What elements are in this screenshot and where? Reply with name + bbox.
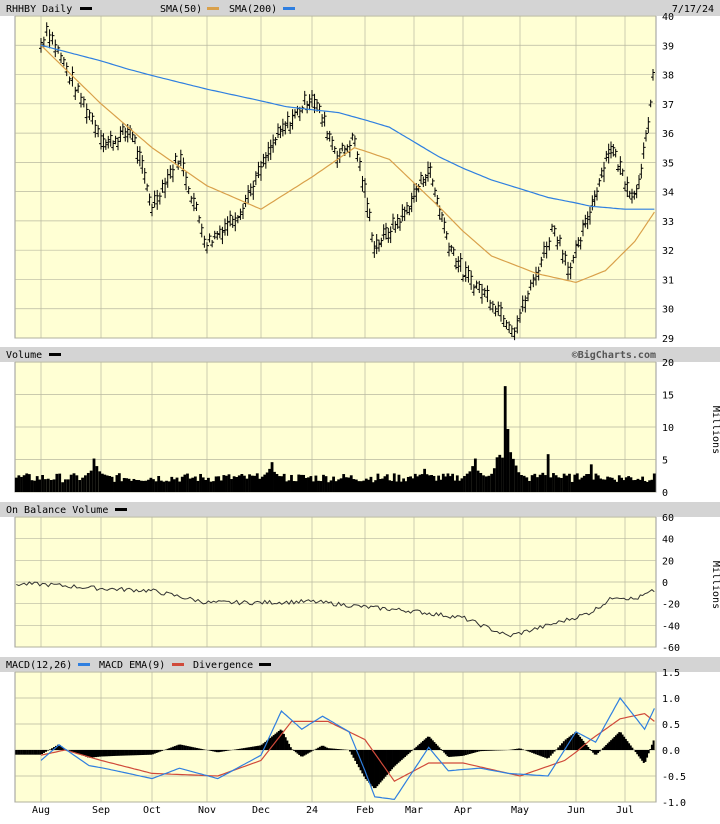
y-tick-label: 39 [662, 41, 674, 52]
grid-layer [15, 15, 656, 803]
obv-unit-label: Millions [710, 561, 720, 609]
divergence-swatch [259, 663, 271, 666]
x-tick-label: Sep [92, 805, 110, 816]
sma50-line [40, 44, 655, 284]
obv-title: On Balance Volume [6, 505, 108, 516]
y-tick-label: 0 [662, 578, 668, 589]
macd-legend-swatch [78, 663, 90, 666]
y-tick-label: 38 [662, 71, 674, 82]
y-tick-label: 10 [662, 423, 674, 434]
price-legend-swatch [80, 7, 92, 10]
legend-sma200-label: SMA(200) [229, 4, 277, 15]
obv-header-bar [0, 502, 720, 517]
macd-ema-label: MACD EMA(9) [99, 660, 165, 671]
y-tick-label: -40 [662, 621, 680, 632]
volume-legend-swatch [49, 353, 61, 356]
x-tick-label: Jun [567, 805, 585, 816]
x-tick-label: Jul [616, 805, 634, 816]
x-tick-label: Oct [143, 805, 161, 816]
y-tick-label: 31 [662, 275, 674, 286]
y-tick-label: 30 [662, 305, 674, 316]
tick-labels-layer: Aug Sep Oct Nov Dec 24 Feb Mar Apr May Jun Jul 29 30 3… [32, 12, 686, 816]
x-tick-label: Mar [405, 805, 423, 816]
x-tick-label: Nov [198, 805, 216, 816]
macd-ema-line [40, 712, 655, 782]
chart-title: RHHBY Daily [6, 4, 72, 15]
y-tick-label: -1.0 [662, 798, 686, 809]
y-tick-label: 36 [662, 129, 674, 140]
y-tick-label: -60 [662, 643, 680, 654]
y-tick-label: 15 [662, 391, 674, 402]
y-tick-label: 40 [662, 535, 674, 546]
y-tick-label: 20 [662, 358, 674, 369]
x-tick-label: Apr [454, 805, 472, 816]
x-tick-label: Feb [356, 805, 374, 816]
y-tick-label: -20 [662, 600, 680, 611]
y-tick-label: 32 [662, 246, 674, 257]
sma200-line [40, 44, 655, 210]
legend-sma50-label: SMA(50) [160, 4, 202, 15]
volume-unit-label: Millions [710, 406, 720, 454]
y-tick-label: 0.0 [662, 746, 680, 757]
legend-sma50-swatch [207, 7, 219, 10]
x-tick-label: 24 [306, 805, 318, 816]
divergence-label: Divergence [193, 660, 253, 671]
volume-title: Volume [6, 350, 42, 361]
y-tick-label: 1.5 [662, 668, 680, 679]
price-panel-bg [14, 15, 657, 339]
y-tick-label: 20 [662, 556, 674, 567]
y-tick-label: 1.0 [662, 694, 680, 705]
y-tick-label: 40 [662, 12, 674, 23]
obv-line [16, 581, 655, 638]
x-tick-label: Dec [252, 805, 270, 816]
y-tick-label: 0.5 [662, 720, 680, 731]
marks-layer [14, 22, 656, 801]
price-header-bar [0, 0, 720, 16]
y-tick-label: 33 [662, 217, 674, 228]
watermark: ©BigCharts.com [572, 349, 656, 361]
y-tick-label: -0.5 [662, 772, 686, 783]
y-tick-label: 29 [662, 334, 674, 345]
y-tick-label: 60 [662, 513, 674, 524]
y-tick-label: 37 [662, 100, 674, 111]
macd-panel-bg [14, 671, 657, 803]
volume-header-bar [0, 347, 720, 362]
macd-ema-swatch [172, 663, 184, 666]
chart-date: 7/17/24 [672, 4, 714, 15]
y-tick-label: 5 [662, 456, 668, 467]
y-tick-label: 35 [662, 158, 674, 169]
legend-sma200-swatch [283, 7, 295, 10]
y-tick-label: 34 [662, 188, 674, 199]
x-tick-label: May [511, 805, 529, 816]
x-tick-label: Aug [32, 805, 50, 816]
obv-legend-swatch [115, 508, 127, 511]
macd-title: MACD(12,26) [6, 660, 72, 671]
macd-line [40, 696, 655, 801]
macd-header-bar [0, 657, 720, 672]
y-tick-label: 0 [662, 488, 668, 499]
